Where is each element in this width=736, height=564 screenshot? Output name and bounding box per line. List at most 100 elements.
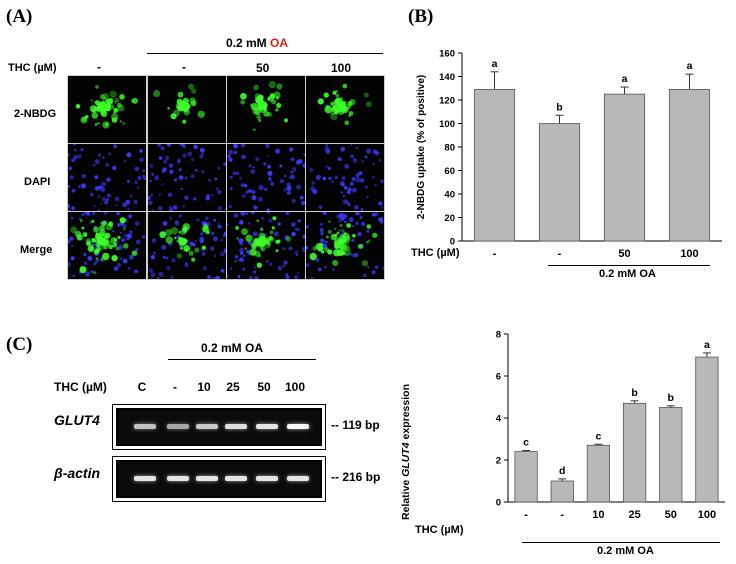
glut4-expr-xtick-label-3: 10 — [592, 509, 604, 521]
panel-b-oa-bracket — [548, 265, 710, 266]
panel-b-letter: (B) — [408, 6, 434, 27]
panel-c-letter: (C) — [6, 334, 33, 355]
uptake-sig-letter-1: a — [492, 58, 498, 70]
gene-label-beta-actin: β-actin — [54, 465, 101, 481]
micrograph-2nbdg-col3 — [226, 75, 306, 144]
micrograph-merge-col1 — [67, 211, 147, 280]
glut4-expr-ytick-label-3: 6 — [496, 372, 501, 383]
glut4-band-6 — [287, 424, 309, 429]
panel-a-row-label-dapi: DAPI — [24, 176, 51, 188]
lane-label-6: 100 — [285, 380, 306, 394]
micrograph-2nbdg-col1 — [67, 75, 147, 144]
gel-beta-actin — [116, 460, 322, 498]
beta-actin-band-3 — [196, 476, 218, 481]
panel-a-oa-text: OA — [270, 36, 289, 50]
lane-label-1: C — [137, 380, 147, 394]
uptake-ytick-label-6: 120 — [439, 96, 455, 107]
uptake-bar-3 — [603, 93, 646, 242]
glut4-expr-sig-letter-2: d — [559, 465, 565, 477]
glut4-expr-sig-letter-4: b — [631, 387, 637, 399]
glut4-expr-bar-3 — [586, 444, 611, 503]
lane-label-4: 25 — [226, 380, 240, 394]
panel-a-oa-header: 0.2 mM OA — [226, 36, 288, 50]
panel-a-oa-conc: 0.2 mM — [226, 36, 271, 50]
glut4-expr-xtick-label-2: - — [560, 509, 564, 521]
panel-c-thc-label: THC (µM) — [54, 380, 107, 394]
panel-d-ylabel-gene: GLUT4 — [400, 442, 412, 477]
uptake-ytick-label-0: 0 — [450, 237, 455, 248]
glut4-expr-ytick-label-2: 4 — [496, 414, 502, 425]
micrograph-2nbdg-col4 — [305, 75, 385, 144]
panel-d-thc-label: THC (µM) — [415, 524, 464, 536]
glut4-expr-ytick-label-0: 0 — [496, 498, 501, 509]
panel-d-oa-bracket — [522, 542, 720, 543]
panel-d-ylabel: Relative GLUT4 expression — [400, 384, 412, 520]
glut4-band-4 — [225, 424, 247, 429]
uptake-sig-letter-4: a — [687, 60, 693, 72]
uptake-sig-letter-3: a — [622, 73, 628, 85]
panel-b-thc-label: THC (µM) — [411, 247, 460, 259]
panel-d-oa-label: 0.2 mM OA — [597, 545, 654, 557]
uptake-ylabel: 2-NBDG uptake (% of positive) — [416, 75, 427, 219]
panel-c-oa-bracket — [168, 359, 316, 360]
glut4-band-2 — [167, 424, 189, 429]
gene-label-glut4: GLUT4 — [54, 412, 100, 428]
uptake-xtick-label-4: 100 — [680, 248, 698, 260]
uptake-sig-letter-2: b — [556, 101, 562, 113]
panel-d-ylabel-pre: Relative — [400, 476, 412, 520]
panel-a-col-label-4: 100 — [331, 61, 352, 75]
micrograph-dapi-col2 — [147, 143, 227, 212]
size-label-glut4: -- 119 bp — [331, 418, 380, 432]
panel-a-col-label-3: 50 — [256, 61, 270, 75]
glut4-expr-ytick-label-4: 8 — [496, 330, 501, 341]
beta-actin-band-4 — [225, 476, 247, 481]
panel-a-row-label-2nbdg: 2-NBDG — [14, 108, 57, 120]
glut4-expr-xtick-label-4: 25 — [628, 509, 640, 521]
uptake-ytick-label-4: 80 — [444, 143, 455, 154]
panel-d-ylabel-post: expression — [400, 384, 412, 443]
beta-actin-band-1 — [134, 476, 156, 481]
panel-a-letter: (A) — [6, 6, 33, 27]
glut4-expr-bar-2 — [550, 480, 574, 503]
uptake-ytick-label-3: 60 — [444, 166, 455, 177]
uptake-xtick-label-2: - — [558, 248, 562, 260]
glut4-expr-bar-4 — [622, 402, 647, 503]
micrograph-dapi-col3 — [226, 143, 306, 212]
beta-actin-band-5 — [256, 476, 278, 481]
uptake-ytick-label-8: 160 — [439, 49, 455, 60]
gel-glut4 — [116, 408, 322, 446]
uptake-xtick-label-1: - — [493, 248, 497, 260]
glut4-expr-xtick-label-6: 100 — [698, 509, 716, 521]
beta-actin-band-2 — [167, 476, 189, 481]
glut4-expr-xtick-label-5: 50 — [665, 509, 677, 521]
micrograph-dapi-col4 — [305, 143, 385, 212]
uptake-ytick-label-1: 20 — [444, 213, 455, 224]
glut4-expr-sig-letter-3: c — [595, 430, 601, 442]
uptake-ytick-label-2: 40 — [444, 190, 455, 201]
glut4-expr-bar-5 — [659, 407, 683, 503]
glut4-expr-bar-6 — [695, 356, 719, 503]
glut4-expr-xtick-label-1: - — [524, 509, 528, 521]
glut4-band-5 — [256, 424, 278, 429]
glut4-expr-sig-letter-5: b — [668, 392, 674, 404]
uptake-ytick-label-5: 100 — [439, 119, 455, 130]
micrograph-merge-col3 — [226, 211, 306, 280]
glut4-expr-sig-letter-6: a — [704, 339, 710, 351]
micrograph-2nbdg-col2 — [147, 75, 227, 144]
glut4-band-3 — [196, 424, 218, 429]
panel-a-col-label-1: - — [97, 60, 101, 74]
uptake-ytick-label-7: 140 — [439, 72, 455, 83]
panel-c-oa-header: 0.2 mM OA — [201, 341, 264, 355]
glut4-expr-bar-1 — [514, 451, 538, 503]
uptake-bar-chart: 0 20 40 60 80 100 120 140 160 a - b - a 50 a 100 2-NBDG u… — [416, 49, 722, 260]
lane-label-3: 10 — [197, 380, 211, 394]
micrograph-merge-col4 — [305, 211, 385, 280]
glut4-expr-ytick-label-1: 2 — [496, 456, 501, 467]
panel-b-oa-label: 0.2 mM OA — [599, 268, 656, 280]
uptake-bar-1 — [473, 89, 516, 242]
uptake-bar-4 — [668, 89, 711, 242]
glut4-band-1 — [134, 424, 156, 429]
beta-actin-band-6 — [287, 476, 309, 481]
uptake-bar-2 — [538, 123, 581, 242]
panel-a-oa-bracket — [147, 53, 383, 54]
